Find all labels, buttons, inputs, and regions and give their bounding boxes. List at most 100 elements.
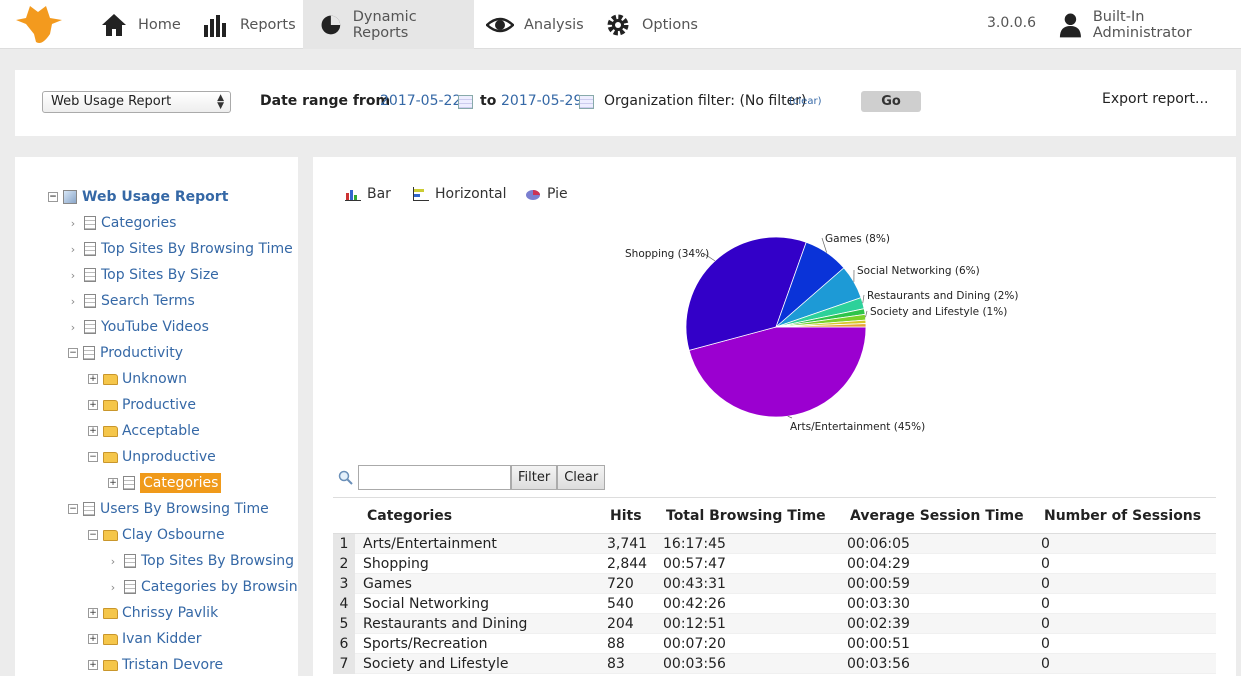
tree-item-categories[interactable]: › Categories — [68, 212, 177, 234]
table-row[interactable]: 1 Arts/Entertainment 3,741 16:17:45 00:06:05… — [333, 534, 1216, 554]
chevron-right-icon[interactable]: › — [70, 268, 76, 282]
tree-item-unproductive-categories[interactable]: + Categories — [108, 472, 222, 494]
tree-label: Unproductive — [122, 449, 216, 465]
tree-item-tristan-devore[interactable]: + Tristan Devore — [88, 654, 223, 676]
tree-item-clay-categories[interactable]: › Categories by Browsing Time — [108, 576, 298, 598]
calendar-from-icon[interactable] — [458, 95, 473, 109]
column-header-hits[interactable]: Hits — [610, 508, 642, 524]
nav-reports[interactable]: Reports — [186, 0, 312, 49]
pie-slice[interactable] — [685, 236, 807, 351]
table-row[interactable]: 4 Social Networking 540 00:42:26 00:03:30 0 — [333, 594, 1216, 614]
pie-chart: Shopping (34%) Games (8%) Social Networkin… — [625, 233, 1018, 433]
folder-icon — [103, 607, 118, 619]
table-row[interactable]: 6 Sports/Recreation 88 00:07:20 00:00:51 0 — [333, 634, 1216, 654]
tree-item-users-by-browsing-time[interactable]: − Users By Browsing Time — [68, 498, 269, 520]
expand-icon[interactable]: + — [108, 478, 118, 488]
nav-home[interactable]: Home — [84, 0, 197, 49]
tree-item-ivan-kidder[interactable]: + Ivan Kidder — [88, 628, 202, 650]
date-range-label: Date range from — [260, 93, 391, 109]
table-row[interactable]: 5 Restaurants and Dining 204 00:12:51 00:02:… — [333, 614, 1216, 634]
tree-item-unproductive[interactable]: − Unproductive — [88, 446, 216, 468]
report-type-select[interactable]: Web Usage Report ▲ ▼ — [42, 91, 231, 113]
cell-category: Society and Lifestyle — [363, 656, 509, 672]
tree-item-top-sites-browsing-time[interactable]: › Top Sites By Browsing Time — [68, 238, 293, 260]
expand-icon[interactable]: + — [88, 374, 98, 384]
collapse-icon[interactable]: − — [88, 530, 98, 540]
report-type-value: Web Usage Report — [51, 94, 172, 109]
go-button[interactable]: Go — [861, 91, 921, 112]
nav-analysis[interactable]: Analysis — [470, 0, 600, 49]
expand-icon[interactable]: + — [88, 400, 98, 410]
chevron-right-icon[interactable]: › — [70, 242, 76, 256]
column-header-total-browsing-time[interactable]: Total Browsing Time — [666, 508, 826, 524]
column-header-number-of-sessions[interactable]: Number of Sessions — [1044, 508, 1202, 524]
top-nav: Home Reports Dynamic Reports Analysis Op… — [0, 0, 1241, 49]
tree-item-acceptable[interactable]: + Acceptable — [88, 420, 200, 442]
chevron-right-icon[interactable]: › — [70, 294, 76, 308]
report-page-icon — [84, 216, 96, 230]
table-row[interactable]: 7 Society and Lifestyle 83 00:03:56 00:03:56… — [333, 654, 1216, 674]
collapse-icon[interactable]: − — [68, 348, 78, 358]
nav-home-label: Home — [138, 16, 181, 33]
table-row[interactable]: 3 Games 720 00:43:31 00:00:59 0 — [333, 574, 1216, 594]
tree-item-productive[interactable]: + Productive — [88, 394, 196, 416]
categories-table: Categories Hits Total Browsing Time Aver… — [333, 497, 1216, 674]
tree-item-top-sites-size[interactable]: › Top Sites By Size — [68, 264, 219, 286]
table-row[interactable]: 2 Shopping 2,844 00:57:47 00:04:29 0 — [333, 554, 1216, 574]
collapse-icon[interactable]: − — [88, 452, 98, 462]
tree-item-chrissy-pavlik[interactable]: + Chrissy Pavlik — [88, 602, 218, 624]
tree-item-search-terms[interactable]: › Search Terms — [68, 290, 195, 312]
user-name: Built-In Administrator — [1092, 8, 1192, 41]
user-menu[interactable]: Built-In Administrator — [1058, 0, 1241, 49]
cell-sessions: 0 — [1041, 596, 1050, 612]
pie-slice[interactable] — [688, 326, 867, 418]
nav-options-label: Options — [642, 16, 698, 33]
calendar-to-icon[interactable] — [579, 95, 594, 109]
bar-chart-icon — [345, 190, 361, 201]
chevron-right-icon[interactable]: › — [110, 580, 116, 594]
filter-input[interactable] — [358, 465, 511, 490]
cell-hits: 2,844 — [607, 556, 648, 572]
chart-tab-horizontal[interactable]: Horizontal — [413, 186, 506, 202]
date-to-link[interactable]: 2017-05-29 — [501, 93, 583, 109]
chart-tab-pie[interactable]: Pie — [525, 186, 568, 202]
column-header-average-session-time[interactable]: Average Session Time — [850, 508, 1024, 524]
export-report-link[interactable]: Export report... — [1102, 91, 1209, 107]
tree-item-productivity[interactable]: − Productivity — [68, 342, 183, 364]
clear-button[interactable]: Clear — [557, 465, 606, 490]
row-number: 5 — [333, 614, 355, 634]
tree-item-clay-osbourne[interactable]: − Clay Osbourne — [88, 524, 225, 546]
chevron-right-icon[interactable]: › — [70, 320, 76, 334]
tree-label: Categories by Browsing Time — [141, 579, 298, 595]
chevron-right-icon[interactable]: › — [70, 216, 76, 230]
collapse-icon[interactable]: − — [68, 504, 78, 514]
date-from-link[interactable]: 2017-05-22 — [380, 93, 462, 109]
tree-root[interactable]: − Web Usage Report — [48, 186, 228, 208]
expand-icon[interactable]: + — [88, 608, 98, 618]
filter-button[interactable]: Filter — [511, 465, 558, 490]
expand-icon[interactable]: + — [88, 660, 98, 670]
cell-avg-session: 00:03:56 — [847, 656, 910, 672]
collapse-icon[interactable]: − — [48, 192, 58, 202]
callout-line — [787, 415, 793, 419]
tree-item-clay-top-sites[interactable]: › Top Sites By Browsing Time — [108, 550, 298, 572]
expand-icon[interactable]: + — [88, 634, 98, 644]
column-header-categories[interactable]: Categories — [367, 508, 453, 524]
chevron-right-icon[interactable]: › — [110, 554, 116, 568]
logo-icon[interactable] — [12, 2, 66, 46]
clear-filter-link[interactable]: (clear) — [789, 96, 822, 107]
tree-item-unknown[interactable]: + Unknown — [88, 368, 187, 390]
cell-hits: 204 — [607, 616, 634, 632]
report-page-icon — [84, 268, 96, 282]
tree-item-youtube-videos[interactable]: › YouTube Videos — [68, 316, 209, 338]
chart-tab-bar[interactable]: Bar — [345, 186, 391, 202]
row-number: 6 — [333, 634, 355, 654]
tree-label: Ivan Kidder — [122, 631, 202, 647]
callout-line — [821, 237, 828, 253]
nav-options[interactable]: Options — [588, 0, 714, 49]
folder-icon — [103, 399, 118, 411]
expand-icon[interactable]: + — [88, 426, 98, 436]
pie-slice[interactable] — [775, 323, 867, 328]
nav-dynamic-reports[interactable]: Dynamic Reports — [303, 0, 474, 49]
to-label: to — [480, 93, 497, 109]
